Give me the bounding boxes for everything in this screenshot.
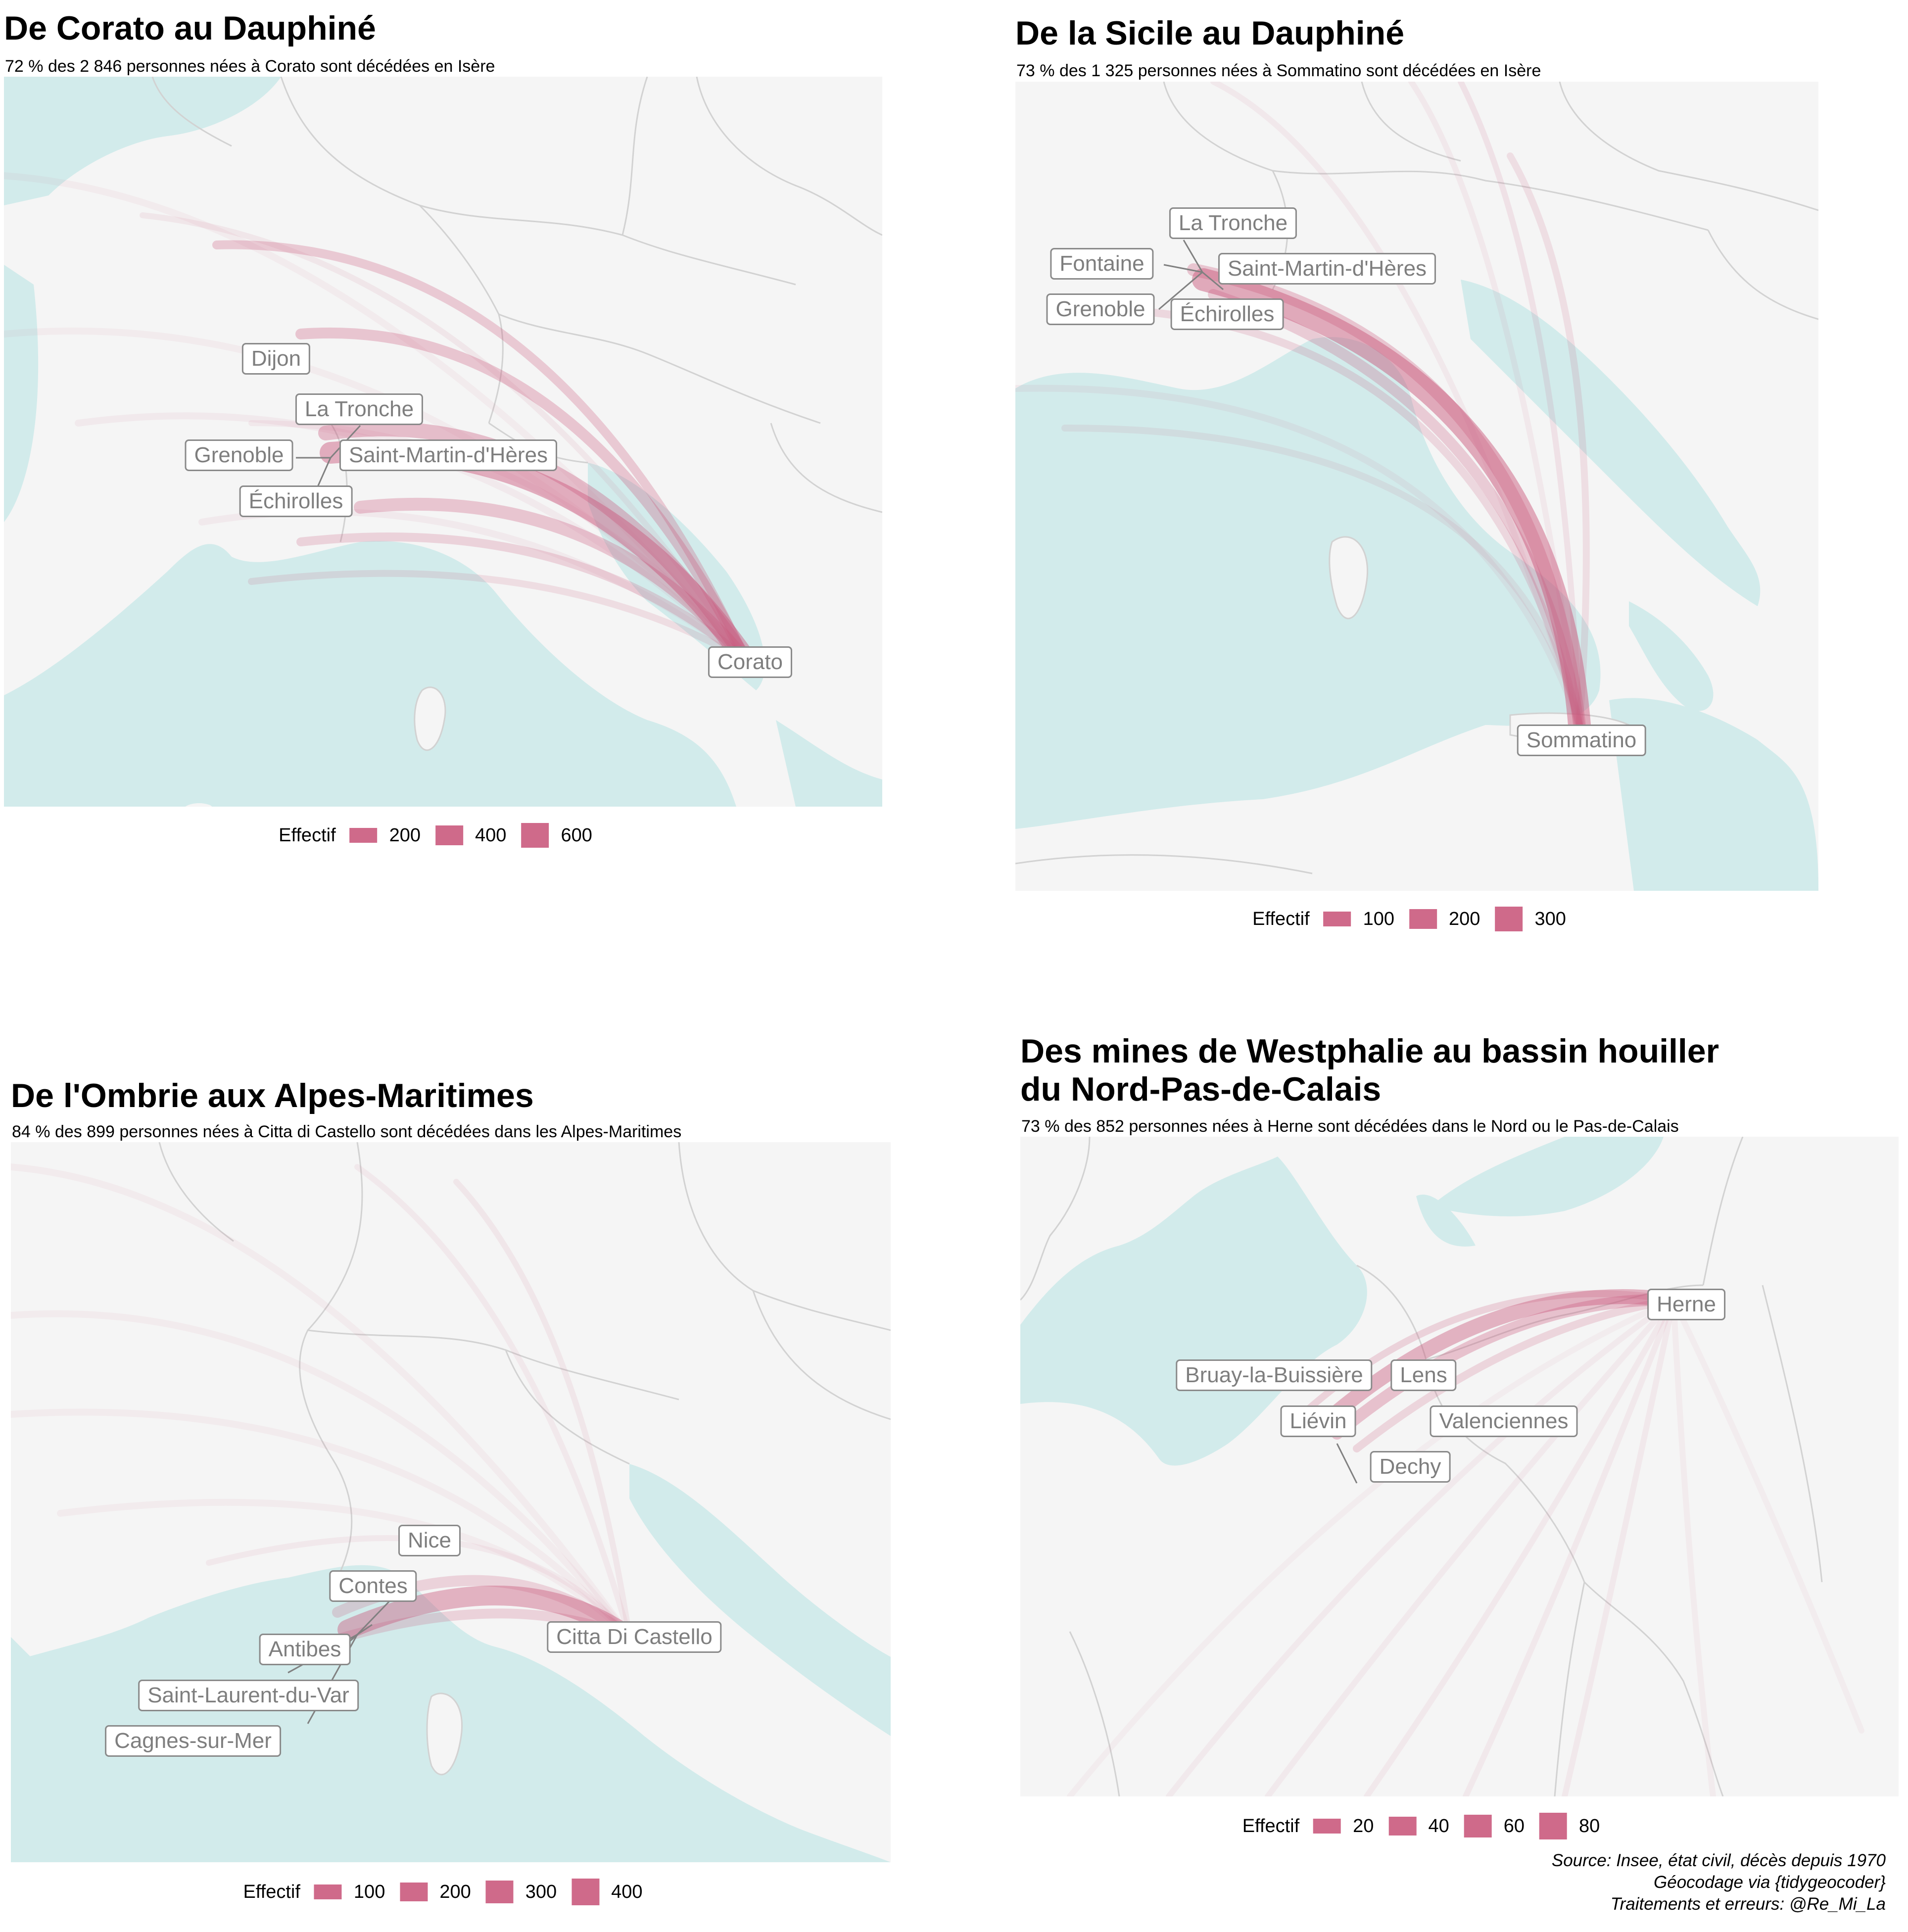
legend-title: Effectif — [1252, 908, 1310, 929]
city-label-cagnes-sur-mer: Cagnes-sur-Mer — [105, 1725, 281, 1757]
city-label-grenoble: Grenoble — [1046, 293, 1155, 325]
city-label-lievin: Liévin — [1280, 1405, 1356, 1437]
source-line-2: Géocodage via {tidygeocoder} — [1654, 1873, 1886, 1892]
legend-value-2: 200 — [1449, 908, 1480, 929]
city-label-saint-martin-dheres: Saint-Martin-d'Hères — [339, 439, 558, 471]
legend-key-3 — [1464, 1815, 1492, 1837]
panel-2-map: La Tronche Fontaine Saint-Martin-d'Hères… — [1015, 82, 1818, 891]
legend-key-1 — [1313, 1819, 1341, 1834]
panel-4-legend: Effectif 20 40 60 80 — [1242, 1813, 1615, 1839]
city-label-bruay-la-buissiere: Bruay-la-Buissière — [1176, 1359, 1373, 1391]
legend-key-1 — [314, 1884, 342, 1899]
legend-key-4 — [1539, 1813, 1568, 1839]
city-label-saint-laurent-du-var: Saint-Laurent-du-Var — [138, 1680, 359, 1711]
legend-value-2: 200 — [439, 1881, 471, 1902]
city-label-echirolles: Échirolles — [1170, 298, 1284, 330]
legend-key-2 — [400, 1883, 428, 1901]
panel-4-map: Bruay-la-Buissière Lens Liévin Valencien… — [1020, 1137, 1899, 1796]
legend-value-3: 300 — [1534, 908, 1566, 929]
city-label-antibes: Antibes — [259, 1634, 351, 1665]
legend-value-2: 400 — [475, 824, 507, 846]
legend-key-3 — [521, 823, 549, 848]
legend-value-4: 80 — [1579, 1815, 1600, 1836]
legend-key-3 — [485, 1881, 514, 1903]
panel-3-title: De l'Ombrie aux Alpes-Maritimes — [11, 1077, 534, 1114]
panel-4-title-line-1: Des mines de Westphalie au bassin houill… — [1020, 1032, 1719, 1070]
legend-value-1: 20 — [1353, 1815, 1374, 1836]
legend-key-2 — [1388, 1817, 1417, 1835]
city-label-saint-martin-dheres: Saint-Martin-d'Hères — [1218, 253, 1436, 285]
legend-value-2: 40 — [1428, 1815, 1449, 1836]
panel-2-subtitle: 73 % des 1 325 personnes nées à Sommatin… — [1016, 61, 1541, 80]
source-caption: Source: Insee, état civil, décès depuis … — [1552, 1850, 1886, 1915]
city-label-fontaine: Fontaine — [1050, 248, 1154, 280]
source-line-1: Source: Insee, état civil, décès depuis … — [1551, 1851, 1886, 1870]
panel-1-subtitle: 72 % des 2 846 personnes nées à Corato s… — [5, 57, 495, 76]
legend-value-3: 600 — [561, 824, 592, 846]
legend-value-1: 100 — [1363, 908, 1395, 929]
legend-value-1: 200 — [389, 824, 421, 846]
city-label-echirolles: Échirolles — [239, 485, 353, 517]
city-label-la-tronche: La Tronche — [1169, 207, 1297, 239]
city-label-dechy: Dechy — [1370, 1451, 1451, 1483]
city-label-citta-di-castello: Citta Di Castello — [547, 1621, 722, 1653]
legend-value-1: 100 — [353, 1881, 385, 1902]
legend-value-3: 60 — [1503, 1815, 1525, 1836]
panel-4-title-line-2: du Nord-Pas-de-Calais — [1020, 1070, 1382, 1108]
panel-1-legend: Effectif 200 400 600 — [279, 823, 607, 848]
legend-title: Effectif — [1242, 1815, 1300, 1836]
city-label-valenciennes: Valenciennes — [1430, 1405, 1578, 1437]
city-label-grenoble: Grenoble — [185, 439, 293, 471]
city-label-contes: Contes — [329, 1570, 417, 1602]
legend-key-4 — [572, 1879, 600, 1905]
panel-3-subtitle: 84 % des 899 personnes nées à Citta di C… — [12, 1122, 682, 1141]
legend-title: Effectif — [243, 1881, 300, 1902]
source-line-3: Traitements et erreurs: @Re_Mi_La — [1610, 1894, 1886, 1914]
panel-3-legend: Effectif 100 200 300 400 — [243, 1879, 657, 1905]
panel-2-title: De la Sicile au Dauphiné — [1015, 14, 1405, 52]
panel-2-legend: Effectif 100 200 300 — [1252, 907, 1581, 931]
city-label-corato: Corato — [708, 646, 793, 678]
legend-key-2 — [435, 825, 464, 845]
legend-key-3 — [1495, 907, 1523, 931]
legend-key-1 — [349, 828, 378, 843]
legend-key-2 — [1409, 909, 1437, 929]
city-label-herne: Herne — [1647, 1289, 1725, 1320]
city-label-la-tronche: La Tronche — [295, 393, 424, 425]
panel-1-map: Dijon La Tronche Grenoble Saint-Martin-d… — [4, 77, 882, 807]
city-label-dijon: Dijon — [241, 343, 311, 375]
legend-value-4: 400 — [611, 1881, 643, 1902]
panel-4-subtitle: 73 % des 852 personnes nées à Herne sont… — [1021, 1117, 1679, 1136]
panel-3-map: Nice Contes Antibes Saint-Laurent-du-Var… — [11, 1142, 891, 1862]
city-label-nice: Nice — [398, 1525, 461, 1556]
legend-key-1 — [1323, 912, 1351, 926]
legend-title: Effectif — [279, 824, 336, 846]
legend-value-3: 300 — [525, 1881, 557, 1902]
city-label-sommatino: Sommatino — [1517, 724, 1646, 756]
panel-1-title: De Corato au Dauphiné — [4, 9, 376, 47]
city-label-lens: Lens — [1390, 1359, 1457, 1391]
